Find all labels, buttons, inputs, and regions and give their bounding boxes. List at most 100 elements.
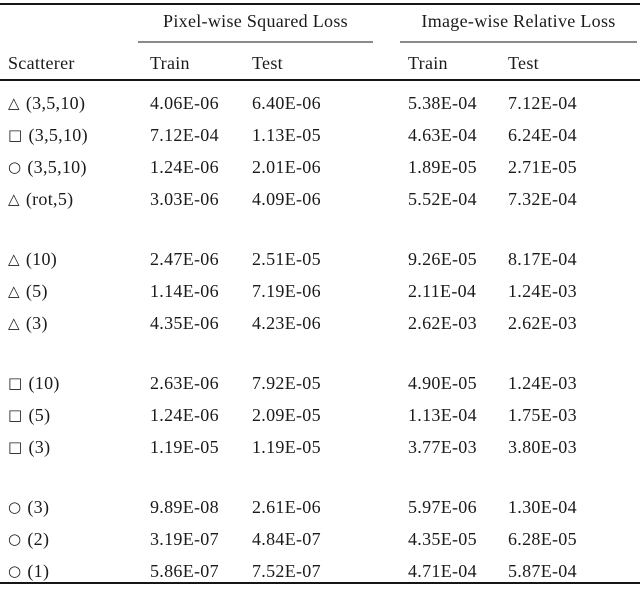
- image-train-value: 3.77E-03: [408, 436, 477, 457]
- table-row: △ (3) 4.35E-06 4.23E-06 2.62E-03 2.62E-0…: [0, 307, 640, 339]
- table-row: △ (3,5,10) 4.06E-06 6.40E-06 5.38E-04 7.…: [0, 87, 640, 119]
- image-test-value: 1.30E-04: [508, 496, 577, 517]
- image-test-value: 1.75E-03: [508, 404, 577, 425]
- pixel-train-value: 2.47E-06: [150, 248, 219, 269]
- pixel-train-value: 3.03E-06: [150, 188, 219, 209]
- pixel-train-value: 3.19E-07: [150, 528, 219, 549]
- circle-icon: ○: [8, 561, 22, 580]
- scatterer-cell: △ (3): [8, 313, 150, 334]
- table-row: ○ (1) 5.86E-07 7.52E-07 4.71E-04 5.87E-0…: [0, 555, 640, 587]
- image-test-value: 3.80E-03: [508, 436, 577, 457]
- scatterer-label: (3): [27, 496, 50, 517]
- image-test-column-header: Test: [508, 52, 539, 73]
- scatterer-label: (3,5,10): [28, 124, 88, 145]
- scatterer-cell: ○ (2): [8, 529, 150, 550]
- column-group-header-pixel-wise: Pixel-wise Squared Loss: [163, 11, 348, 31]
- image-test-value: 2.71E-05: [508, 156, 577, 177]
- table-row: ○ (3) 9.89E-08 2.61E-06 5.97E-06 1.30E-0…: [0, 491, 640, 523]
- scatterer-cell: △ (3,5,10): [8, 93, 150, 114]
- pixel-train-value: 9.89E-08: [150, 496, 219, 517]
- circle-icon: ○: [8, 497, 22, 516]
- image-train-value: 2.62E-03: [408, 312, 477, 333]
- scatterer-label: (2): [27, 528, 50, 549]
- table-row: □ (10) 2.63E-06 7.92E-05 4.90E-05 1.24E-…: [0, 367, 640, 399]
- image-test-value: 1.24E-03: [508, 372, 577, 393]
- row-group-0: △ (3,5,10) 4.06E-06 6.40E-06 5.38E-04 7.…: [0, 87, 640, 215]
- scatterer-label: (3,5,10): [27, 156, 87, 177]
- image-train-value: 5.97E-06: [408, 496, 477, 517]
- pixel-train-value: 1.24E-06: [150, 404, 219, 425]
- pixel-wise-cmidrule: [138, 41, 373, 43]
- row-group-2: □ (10) 2.63E-06 7.92E-05 4.90E-05 1.24E-…: [0, 367, 640, 463]
- table-row: □ (3) 1.19E-05 1.19E-05 3.77E-03 3.80E-0…: [0, 431, 640, 463]
- square-icon: □: [8, 125, 23, 144]
- table-row: △ (10) 2.47E-06 2.51E-05 9.26E-05 8.17E-…: [0, 243, 640, 275]
- scatterer-label: (10): [28, 372, 60, 393]
- image-train-column-header: Train: [408, 52, 448, 73]
- table-row: ○ (3,5,10) 1.24E-06 2.01E-06 1.89E-05 2.…: [0, 151, 640, 183]
- row-group-3: ○ (3) 9.89E-08 2.61E-06 5.97E-06 1.30E-0…: [0, 491, 640, 587]
- image-train-value: 4.71E-04: [408, 560, 477, 581]
- scatterer-cell: □ (10): [8, 373, 150, 394]
- image-train-value: 5.52E-04: [408, 188, 477, 209]
- pixel-test-value: 2.01E-06: [252, 156, 321, 177]
- pixel-test-value: 4.84E-07: [252, 528, 321, 549]
- scatterer-column-header: Scatterer: [8, 52, 75, 73]
- table-row: ○ (2) 3.19E-07 4.84E-07 4.35E-05 6.28E-0…: [0, 523, 640, 555]
- square-icon: □: [8, 437, 23, 456]
- table-top-rule: [0, 3, 640, 5]
- table-row: △ (rot,5) 3.03E-06 4.09E-06 5.52E-04 7.3…: [0, 183, 640, 215]
- pixel-test-value: 2.51E-05: [252, 248, 321, 269]
- scatterer-label: (10): [25, 248, 58, 269]
- column-group-header-image-wise: Image-wise Relative Loss: [421, 11, 616, 31]
- image-wise-cmidrule: [400, 41, 637, 43]
- pixel-test-value: 4.09E-06: [252, 188, 321, 209]
- image-train-value: 4.90E-05: [408, 372, 477, 393]
- scatterer-cell: △ (10): [8, 249, 150, 270]
- triangle-icon: △: [8, 93, 20, 112]
- square-icon: □: [8, 405, 23, 424]
- circle-icon: ○: [8, 157, 22, 176]
- scatterer-label: (5): [28, 404, 51, 425]
- pixel-test-value: 2.61E-06: [252, 496, 321, 517]
- scatterer-cell: △ (rot,5): [8, 189, 150, 210]
- scatterer-cell: □ (3): [8, 437, 150, 458]
- pixel-test-value: 2.09E-05: [252, 404, 321, 425]
- image-train-value: 4.63E-04: [408, 124, 477, 145]
- pixel-train-value: 5.86E-07: [150, 560, 219, 581]
- table-bottom-rule: [0, 582, 640, 584]
- triangle-icon: △: [8, 313, 20, 332]
- scatterer-label: (3,5,10): [25, 92, 86, 113]
- pixel-train-value: 4.35E-06: [150, 312, 219, 333]
- square-icon: □: [8, 373, 23, 392]
- image-train-value: 9.26E-05: [408, 248, 477, 269]
- sub-header-row: Scatterer Train Test Train Test: [0, 50, 640, 76]
- image-test-value: 2.62E-03: [508, 312, 577, 333]
- pixel-test-value: 1.19E-05: [252, 436, 321, 457]
- image-test-value: 7.32E-04: [508, 188, 577, 209]
- pixel-train-value: 2.63E-06: [150, 372, 219, 393]
- scatterer-cell: □ (5): [8, 405, 150, 426]
- pixel-train-column-header: Train: [150, 52, 190, 73]
- pixel-train-value: 7.12E-04: [150, 124, 219, 145]
- triangle-icon: △: [8, 281, 20, 300]
- header-bottom-rule: [0, 79, 640, 81]
- table-row: □ (5) 1.24E-06 2.09E-05 1.13E-04 1.75E-0…: [0, 399, 640, 431]
- scatterer-cell: □ (3,5,10): [8, 125, 150, 146]
- scatterer-label: (5): [25, 280, 48, 301]
- table-body: △ (3,5,10) 4.06E-06 6.40E-06 5.38E-04 7.…: [0, 87, 640, 587]
- image-test-value: 5.87E-04: [508, 560, 577, 581]
- scatterer-label: (3): [28, 436, 51, 457]
- pixel-test-value: 7.92E-05: [252, 372, 321, 393]
- table-row: △ (5) 1.14E-06 7.19E-06 2.11E-04 1.24E-0…: [0, 275, 640, 307]
- pixel-test-value: 6.40E-06: [252, 92, 321, 113]
- pixel-test-value: 1.13E-05: [252, 124, 321, 145]
- image-test-value: 8.17E-04: [508, 248, 577, 269]
- image-test-value: 6.28E-05: [508, 528, 577, 549]
- image-train-value: 1.13E-04: [408, 404, 477, 425]
- scatterer-cell: ○ (3): [8, 497, 150, 518]
- row-group-1: △ (10) 2.47E-06 2.51E-05 9.26E-05 8.17E-…: [0, 243, 640, 339]
- image-test-value: 7.12E-04: [508, 92, 577, 113]
- pixel-test-column-header: Test: [252, 52, 283, 73]
